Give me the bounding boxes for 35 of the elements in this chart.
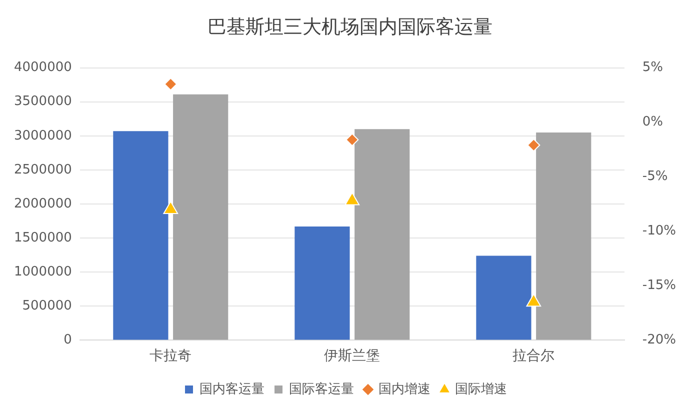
point	[163, 200, 178, 214]
y-tick-label: 2500000	[14, 162, 72, 178]
y2-tick-label: 5%	[642, 60, 664, 76]
point	[164, 78, 178, 91]
legend-label: 国际客运量	[289, 380, 354, 397]
point	[527, 138, 540, 152]
bar	[113, 131, 168, 340]
y2-tick-label: -5%	[642, 169, 668, 184]
legend-label: 国际增速	[455, 382, 507, 397]
point	[526, 294, 542, 307]
bar	[294, 226, 350, 340]
bar	[173, 94, 228, 340]
y-tick-label: 3500000	[14, 94, 72, 110]
y-tick-label: 0	[64, 332, 72, 348]
legend-label: 国内增速	[378, 382, 430, 397]
y-tick-label: 2000000	[14, 196, 72, 212]
y-tick-label: 1000000	[14, 264, 72, 280]
y-tick-label: 1500000	[14, 230, 72, 246]
x-tick-label: 伊斯兰堡	[324, 348, 380, 364]
point	[346, 133, 359, 146]
bar	[476, 256, 532, 340]
chart-title: 巴基斯坦三大机场国内国际客运量	[206, 15, 494, 40]
y2-tick-label: -10%	[642, 224, 676, 239]
y-tick-label: 3000000	[14, 128, 72, 144]
y2-tick-label: 0%	[642, 114, 664, 130]
bar	[536, 132, 592, 340]
y-tick-label: 500000	[22, 298, 72, 314]
x-tick-label: 拉合尔	[512, 348, 555, 364]
x-tick-label: 卡拉奇	[150, 348, 192, 364]
point	[344, 192, 360, 206]
y2-tick-label: -20%	[642, 332, 676, 348]
legend-label: 国内客运量	[200, 380, 264, 397]
bar	[354, 129, 410, 340]
y2-tick-label: -15%	[642, 278, 676, 294]
y-tick-label: 4000000	[14, 60, 72, 76]
